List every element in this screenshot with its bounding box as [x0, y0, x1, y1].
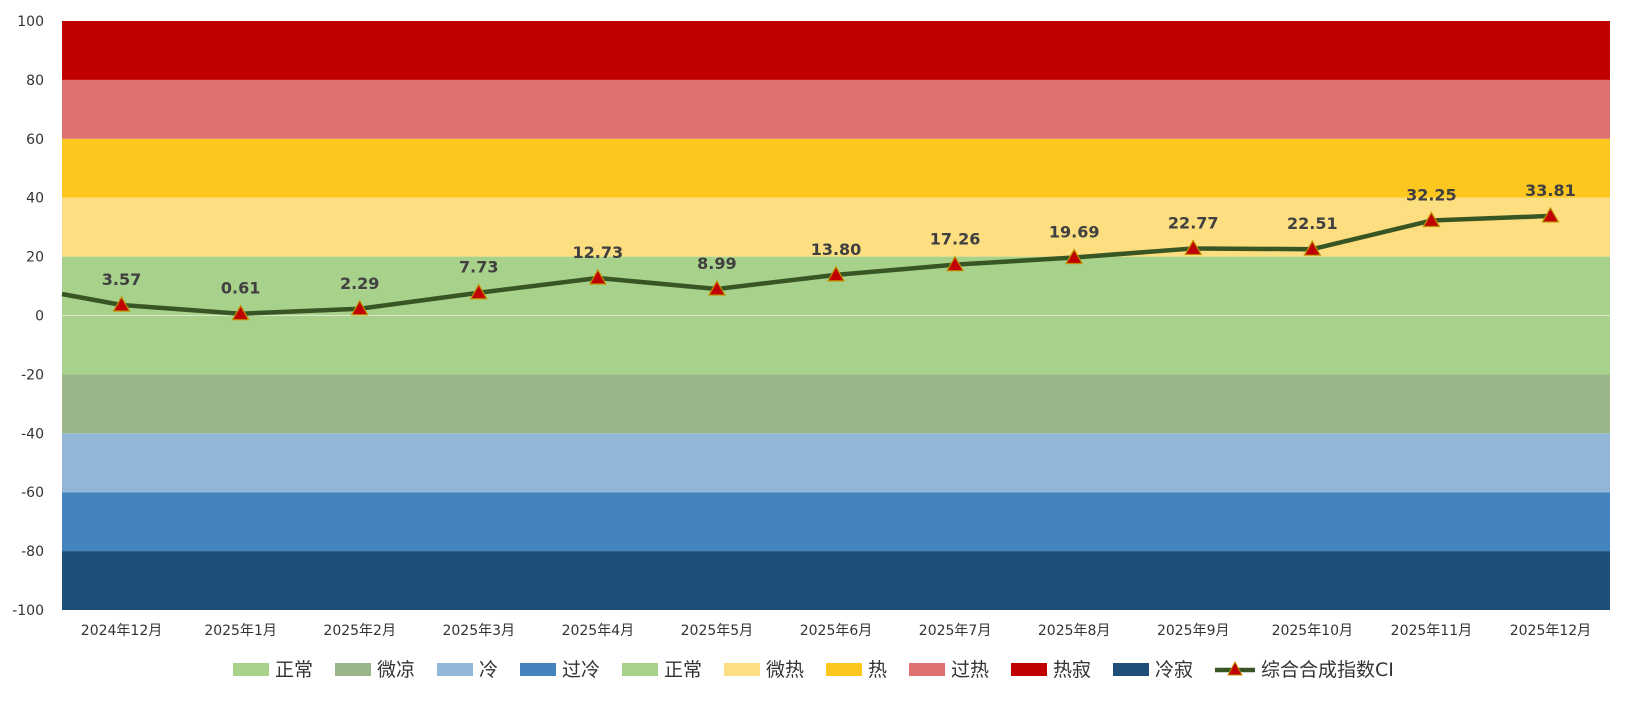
legend-label: 正常 — [275, 659, 313, 681]
legend-label: 微凉 — [377, 659, 415, 681]
legend-swatch — [909, 663, 945, 676]
band-3 — [62, 374, 1610, 434]
data-label: 13.80 — [811, 240, 862, 259]
legend-swatch — [437, 663, 473, 676]
y-tick-label: 60 — [26, 132, 44, 148]
legend-swatch — [826, 663, 862, 676]
y-tick-label: 0 — [35, 309, 44, 325]
legend-swatch — [724, 663, 760, 676]
legend-swatch — [1011, 663, 1047, 676]
legend-label: 过热 — [951, 659, 989, 681]
x-tick-label: 2025年8月 — [1038, 623, 1111, 639]
data-label: 22.51 — [1287, 214, 1338, 233]
data-point — [1303, 239, 1322, 256]
legend-marker-icon — [1227, 660, 1243, 676]
data-point — [1541, 206, 1560, 223]
band-1 — [62, 492, 1610, 552]
series-line — [61, 213, 1551, 316]
data-label: 22.77 — [1168, 213, 1219, 232]
x-tick-label: 2025年4月 — [562, 623, 635, 639]
data-label: 7.73 — [459, 258, 498, 277]
data-point — [112, 295, 131, 312]
data-point — [826, 265, 846, 282]
y-tick-label: -60 — [21, 485, 44, 501]
data-point — [231, 304, 250, 321]
y-tick-label: -20 — [21, 367, 44, 383]
legend-label: 热 — [868, 659, 887, 681]
x-axis: 2024年12月 2025年1月 2025年2月 2025年3月 2025年4月 2025… — [81, 623, 1591, 639]
x-tick-label: 2025年12月 — [1510, 623, 1591, 639]
data-point — [1184, 239, 1203, 256]
x-tick-label: 2025年3月 — [442, 623, 515, 639]
data-point — [350, 299, 369, 316]
legend-swatch — [233, 663, 269, 676]
legend-label: 正常 — [664, 659, 702, 681]
band-layer — [62, 21, 1610, 610]
data-label: 3.57 — [102, 270, 141, 289]
y-tick-label: 80 — [26, 73, 44, 89]
x-tick-label: 2025年5月 — [681, 623, 754, 639]
data-point — [588, 268, 607, 285]
data-label: 32.25 — [1406, 186, 1457, 205]
data-label: 19.69 — [1049, 223, 1100, 242]
series-layer — [61, 206, 1560, 321]
x-tick-label: 2025年9月 — [1157, 623, 1230, 639]
band-5 — [62, 256, 1610, 316]
y-tick-label: 20 — [26, 250, 44, 266]
x-tick-label: 2025年6月 — [800, 623, 873, 639]
data-label-layer: 3.57 0.61 2.29 7.73 12.73 8.99 13.80 17.26 19.69… — [102, 181, 1576, 298]
x-tick-label: 2025年2月 — [323, 623, 396, 639]
data-point — [1065, 248, 1084, 265]
band-2 — [62, 433, 1610, 493]
legend-swatch — [1113, 663, 1149, 676]
data-label: 8.99 — [697, 254, 736, 273]
data-label: 12.73 — [573, 243, 624, 262]
x-tick-label: 2025年1月 — [204, 623, 277, 639]
legend-label: 综合合成指数CI — [1261, 659, 1394, 681]
legend-label: 热寂 — [1053, 659, 1091, 681]
legend-label: 冷 — [479, 659, 498, 681]
band-9 — [62, 21, 1610, 80]
band-0 — [62, 551, 1610, 610]
y-tick-label: -80 — [21, 544, 44, 560]
data-label: 33.81 — [1525, 181, 1576, 200]
y-tick-label: 40 — [26, 191, 44, 207]
x-tick-label: 2024年12月 — [81, 623, 162, 639]
x-tick-label: 2025年11月 — [1391, 623, 1472, 639]
legend-swatch — [622, 663, 658, 676]
band-7 — [62, 138, 1610, 198]
data-label: 17.26 — [930, 230, 981, 249]
x-tick-label: 2025年7月 — [919, 623, 992, 639]
y-axis: 100 80 60 40 20 0 -20 -40 -60 -80 -100 — [12, 14, 44, 619]
data-point — [707, 279, 726, 296]
legend: 正常 微凉 冷 过冷 正常 微热 热 过热 热寂 冷寂 综合合成指数CI — [233, 659, 1394, 681]
legend-label: 冷寂 — [1155, 659, 1193, 681]
data-point — [1422, 211, 1441, 228]
data-label: 0.61 — [221, 279, 260, 298]
legend-label: 微热 — [766, 659, 804, 681]
legend-label: 过冷 — [562, 659, 600, 681]
y-tick-label: -100 — [12, 603, 44, 619]
band-6 — [62, 197, 1610, 257]
legend-swatch — [520, 663, 556, 676]
band-8 — [62, 79, 1610, 139]
data-point — [946, 255, 965, 272]
y-tick-label: -40 — [21, 426, 44, 442]
data-point — [469, 283, 488, 300]
legend-swatch — [335, 663, 371, 676]
y-tick-label: 100 — [17, 14, 44, 30]
data-label: 2.29 — [340, 274, 379, 293]
x-tick-label: 2025年10月 — [1272, 623, 1353, 639]
band-4 — [62, 315, 1610, 375]
